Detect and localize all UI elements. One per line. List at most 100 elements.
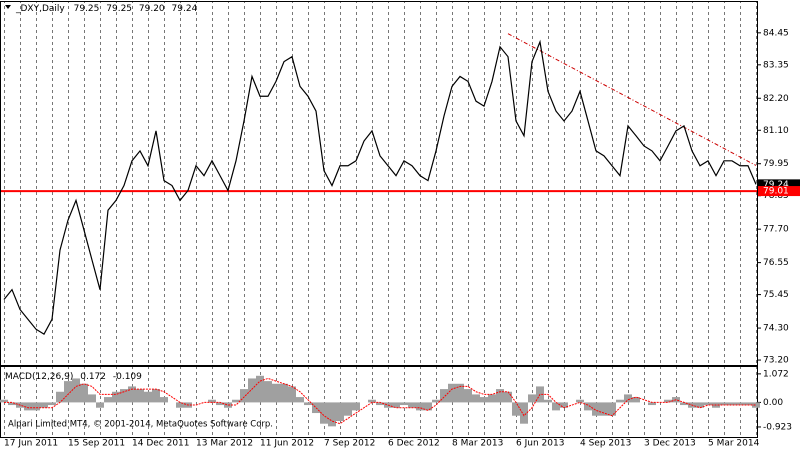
macd-bar bbox=[632, 397, 640, 403]
x-tick-label: 8 Mar 2013 bbox=[452, 439, 503, 449]
macd-bar bbox=[280, 383, 288, 403]
macd-readout: 0.172 bbox=[80, 372, 106, 382]
last-price-box bbox=[758, 179, 800, 190]
macd-bar bbox=[392, 402, 400, 408]
macd-bar bbox=[424, 402, 432, 411]
y-tick-label: 1.072 bbox=[763, 369, 789, 379]
macd-bar bbox=[56, 391, 64, 403]
price-frame bbox=[0, 1, 758, 366]
macd-bar bbox=[576, 399, 584, 403]
macd-bar bbox=[624, 394, 632, 403]
macd-bar bbox=[368, 399, 376, 403]
ohlc-value: 79.20 bbox=[139, 4, 165, 14]
macd-bar bbox=[8, 402, 16, 406]
macd-bar bbox=[232, 399, 240, 403]
macd-bar bbox=[472, 394, 480, 403]
macd-bar bbox=[32, 402, 40, 411]
ohlc-value: 79.25 bbox=[106, 4, 132, 14]
symbol-title: _DXY,Daily bbox=[15, 4, 65, 14]
macd-bar bbox=[488, 394, 496, 403]
macd-bar bbox=[112, 391, 120, 403]
macd-title: MACD(12,26,9) bbox=[5, 372, 73, 382]
macd-bar bbox=[264, 381, 272, 403]
macd-bar bbox=[296, 397, 304, 403]
macd-bar bbox=[608, 402, 616, 416]
macd-bar bbox=[408, 402, 416, 408]
macd-bar bbox=[96, 402, 104, 408]
macd-bar bbox=[256, 375, 264, 403]
x-tick-label: 13 Mar 2012 bbox=[196, 439, 253, 449]
ohlc-value: 79.24 bbox=[172, 4, 198, 14]
macd-bar bbox=[544, 399, 552, 403]
macd-readout: -0.109 bbox=[113, 372, 142, 382]
macd-bar bbox=[464, 389, 472, 403]
macd-bar bbox=[72, 378, 80, 403]
macd-bar bbox=[128, 386, 136, 403]
macd-bar bbox=[136, 389, 144, 403]
macd-bar bbox=[592, 402, 600, 416]
y-tick-label: -0.923 bbox=[763, 422, 792, 432]
macd-bar bbox=[344, 402, 352, 416]
x-tick-label: 11 Jun 2012 bbox=[260, 439, 314, 449]
macd-bar bbox=[320, 402, 328, 424]
macd-bar bbox=[704, 402, 712, 406]
grid-pattern bbox=[1, 2, 757, 365]
macd-bar bbox=[648, 402, 656, 406]
y-tick-label: 76.55 bbox=[763, 258, 789, 268]
macd-bar bbox=[272, 383, 280, 403]
macd-bar bbox=[616, 399, 624, 403]
y-tick-label: 0.00 bbox=[763, 398, 783, 408]
header-icon bbox=[5, 5, 11, 9]
macd-bar bbox=[696, 402, 704, 408]
macd-bar bbox=[512, 402, 520, 416]
macd-bar bbox=[432, 399, 440, 403]
y-tick-label: 75.45 bbox=[763, 290, 789, 300]
macd-bar bbox=[720, 402, 728, 406]
macd-bar bbox=[496, 389, 504, 403]
macd-bar bbox=[352, 402, 360, 411]
header: _DXY,Daily 79.25 79.25 79.20 79.24 bbox=[15, 4, 198, 14]
macd-bar bbox=[400, 402, 408, 406]
macd-bar bbox=[48, 402, 56, 406]
macd-bar bbox=[288, 386, 296, 403]
macd-bar bbox=[528, 394, 536, 403]
macd-bar bbox=[744, 402, 752, 406]
x-tick-label: 5 Mar 2014 bbox=[708, 439, 760, 449]
macd-bar bbox=[40, 402, 48, 408]
y-tick-label: 79.95 bbox=[763, 159, 789, 169]
macd-bar bbox=[664, 399, 672, 403]
level-box bbox=[758, 186, 800, 197]
macd-bar bbox=[208, 399, 216, 403]
x-tick-label: 6 Jun 2013 bbox=[516, 439, 564, 449]
macd-bar bbox=[24, 402, 32, 411]
y-tick-label: 83.35 bbox=[763, 60, 789, 70]
macd-bar bbox=[520, 402, 528, 424]
last-price-label: 79.24 bbox=[763, 180, 789, 190]
macd-bar bbox=[552, 402, 560, 411]
macd-bar bbox=[560, 402, 568, 408]
macd-bar bbox=[104, 397, 112, 403]
macd-header: MACD(12,26,9) 0.172 -0.109 bbox=[5, 372, 142, 382]
x-tick-label: 17 Jun 2011 bbox=[4, 439, 58, 449]
y-tick-label: 77.70 bbox=[763, 225, 789, 235]
macd-bar bbox=[152, 389, 160, 403]
macd-bar bbox=[752, 402, 760, 408]
x-tick-label: 6 Dec 2012 bbox=[388, 439, 440, 449]
macd-bar bbox=[80, 383, 88, 403]
ohlc-value: 79.25 bbox=[74, 4, 100, 14]
x-tick-label: 4 Sep 2013 bbox=[580, 439, 631, 449]
macd-bar bbox=[456, 383, 464, 403]
macd-bar bbox=[584, 402, 592, 411]
macd-bar bbox=[144, 391, 152, 403]
macd-bar bbox=[416, 402, 424, 411]
macd-bar bbox=[448, 383, 456, 403]
macd-bar bbox=[216, 402, 224, 406]
y-tick-label: 81.10 bbox=[763, 126, 789, 136]
macd-bar bbox=[248, 378, 256, 403]
trend-line bbox=[507, 33, 757, 166]
y-tick-label: 73.20 bbox=[763, 356, 789, 366]
macd-bar bbox=[120, 389, 128, 403]
x-tick-label: 3 Dec 2013 bbox=[644, 439, 696, 449]
